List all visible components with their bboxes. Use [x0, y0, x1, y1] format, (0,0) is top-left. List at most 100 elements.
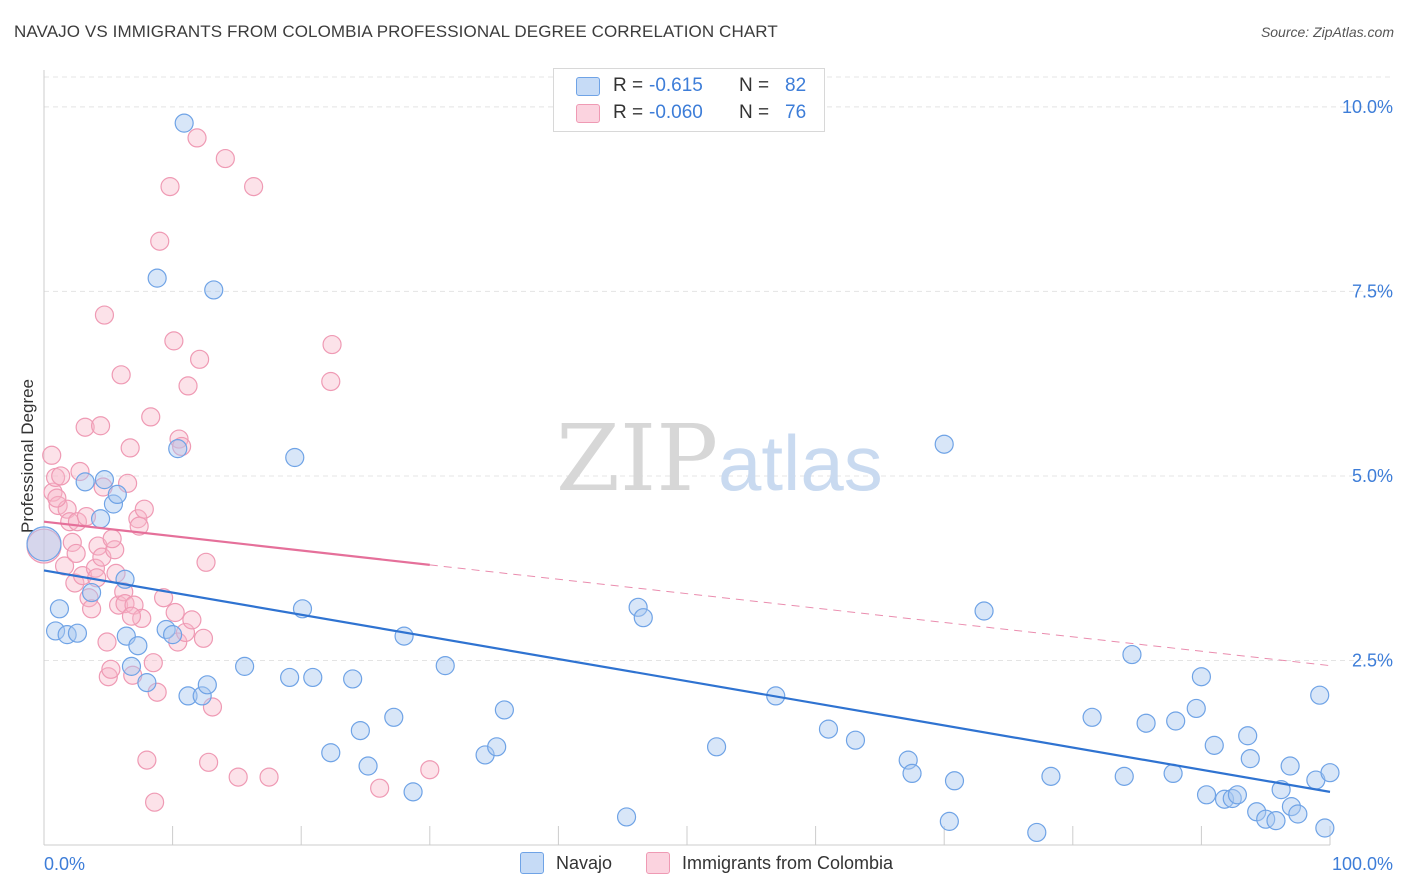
points-layer [26, 113, 1340, 843]
x-tick-label: 0.0% [44, 854, 85, 874]
source-label: Source: ZipAtlas.com [1260, 24, 1394, 40]
navajo-point [435, 656, 455, 676]
colombia-point [193, 628, 214, 648]
navajo-point [1310, 685, 1330, 705]
navajo-point [49, 599, 70, 619]
navajo-point [168, 439, 188, 459]
colombia-point [321, 371, 341, 392]
colombia-point [134, 499, 154, 519]
axes [43, 70, 1331, 846]
navajo-point [1122, 644, 1142, 665]
colombia-point [98, 667, 118, 687]
navajo-point [103, 494, 124, 514]
legend-r-value: -0.615 [649, 75, 703, 96]
navajo-point [616, 807, 637, 827]
navajo-point [845, 730, 866, 750]
colombia-point [128, 509, 148, 529]
navajo-point [1214, 789, 1235, 809]
navajo-point [235, 656, 255, 676]
y-tick-label: 2.5% [1352, 650, 1393, 670]
y-tick-label: 5.0% [1352, 466, 1393, 486]
navajo-point [706, 737, 727, 757]
navajo-point [174, 113, 194, 133]
y-tick-label: 10.0% [1342, 97, 1393, 117]
legend-r-value: -0.060 [649, 102, 703, 123]
legend-n-value: 76 [785, 102, 807, 123]
legend-row-navajo: R = -0.615 N = 82 [576, 73, 806, 99]
colombia-point [47, 488, 67, 508]
navajo-point [974, 601, 994, 621]
navajo-point [1240, 749, 1260, 769]
colombia-point [150, 231, 170, 251]
navajo-point [487, 737, 507, 757]
navajo-point [939, 811, 959, 831]
navajo-point [121, 656, 142, 676]
navajo-point [321, 743, 341, 763]
navajo-point [1315, 818, 1335, 838]
chart-title: NAVAJO VS IMMIGRANTS FROM COLOMBIA PROFE… [14, 22, 778, 41]
legend-label-colombia: Immigrants from Colombia [682, 852, 894, 873]
legend-n-label: N = [739, 102, 770, 123]
navajo-point [45, 621, 66, 641]
series-legend: Navajo Immigrants from Colombia [0, 852, 1406, 878]
navajo-point [1227, 785, 1248, 805]
navajo-point [128, 636, 148, 656]
navajo-point [147, 268, 167, 288]
colombia-point [165, 602, 185, 623]
colombia-trend-line-dashed [429, 564, 1331, 667]
colombia-point [164, 331, 184, 351]
navajo-point [818, 719, 839, 739]
navajo-point [1196, 785, 1217, 805]
navajo-point [107, 484, 127, 505]
watermark-zip: ZIP [556, 405, 718, 512]
navajo-point [26, 526, 62, 562]
navajo-point [1041, 766, 1061, 786]
legend-item-navajo: Navajo [520, 852, 612, 874]
navajo-point [358, 756, 378, 776]
navajo-point [1238, 726, 1258, 746]
colombia-point [90, 416, 111, 436]
navajo-point [1204, 735, 1224, 755]
colombia-point [144, 792, 165, 812]
colombia-point [190, 349, 210, 369]
colombia-point [169, 429, 189, 449]
navajo-trend-line [43, 569, 1331, 793]
colombia-point [199, 752, 219, 772]
navajo-point [94, 470, 115, 490]
legend-swatch-colombia [646, 852, 670, 874]
navajo-point [944, 771, 965, 791]
navajo-point [163, 625, 183, 645]
colombia-point [160, 177, 180, 197]
navajo-point [1114, 766, 1134, 786]
colombia-point [101, 659, 121, 679]
legend-swatch-navajo [576, 76, 600, 96]
colombia-point [120, 438, 140, 458]
x-tick-label: 100.0% [1332, 854, 1393, 874]
colombia-point [75, 417, 95, 437]
navajo-point [178, 686, 198, 706]
navajo-point [1281, 797, 1302, 817]
navajo-point [1222, 788, 1242, 809]
navajo-point [633, 608, 653, 628]
colombia-point [196, 552, 216, 572]
gridlines [44, 76, 1392, 661]
colombia-point [322, 334, 342, 355]
navajo-point [280, 667, 300, 688]
navajo-point [197, 675, 217, 695]
colombia-point [187, 128, 207, 148]
navajo-point [1320, 763, 1340, 783]
legend-n-value: 82 [785, 75, 807, 96]
navajo-point [204, 280, 224, 300]
legend-label-navajo: Navajo [556, 852, 613, 873]
navajo-point [156, 619, 176, 640]
colombia-point [228, 767, 248, 787]
trend-layer [43, 520, 1331, 793]
colombia-point [79, 588, 99, 608]
colombia-point [182, 610, 202, 630]
navajo-point [1280, 756, 1300, 776]
colombia-point [178, 376, 198, 396]
navajo-point [57, 625, 77, 645]
legend-r-label: R = [613, 102, 644, 123]
navajo-point [137, 673, 157, 693]
legend-n-label: N = [739, 75, 770, 96]
